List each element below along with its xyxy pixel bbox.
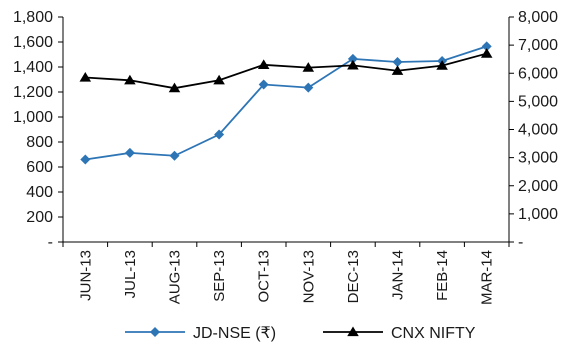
series-1-point [347,59,359,70]
x-tick-label: SEP-13 [211,250,228,302]
right-axis-ticks: - 1,000 2,000 3,000 4,000 5,000 6,000 7,000 8,00… [509,9,558,251]
left-tick-label: - [48,234,53,251]
right-tick-label: 7,000 [518,37,558,54]
x-tick-label: FEB-14 [434,250,451,301]
series-0-point [481,41,492,52]
legend-label-1: CNX NIFTY [391,325,476,342]
series-1-point [79,71,92,82]
left-tick-label: 800 [26,134,53,151]
right-tick-label: 3,000 [518,150,558,167]
series-0-point [303,82,314,93]
series-0-point [392,57,403,67]
x-tick-label: JUN-13 [77,250,94,301]
series-line-0 [85,45,487,161]
series-0-point [169,150,180,161]
left-tick-label: 1,200 [13,84,53,101]
left-tick-label: 1,400 [13,59,53,76]
left-tick-label: 200 [26,209,53,226]
right-tick-label: 8,000 [518,9,558,26]
left-tick-label: 1,600 [13,34,53,51]
right-tick-label: 1,000 [518,206,558,223]
right-tick-label: 2,000 [518,178,558,195]
right-tick-label: 6,000 [518,65,558,82]
series-0-point [214,129,225,140]
left-tick-label: 1,000 [13,109,53,126]
left-tick-label: 1,800 [13,9,53,26]
series-line-1 [85,52,487,90]
x-tick-label: NOV-13 [300,250,317,303]
x-tick-label: MAR-14 [479,250,496,305]
right-tick-label: 4,000 [518,122,558,139]
x-tick-label: JAN-14 [390,250,407,300]
left-tick-label: 600 [26,159,53,176]
x-tick-label: OCT-13 [256,250,273,303]
legend-marker-1 [347,326,359,337]
x-tick-label: JUL-13 [122,250,139,298]
x-axis-ticks: JUN-13 JUL-13 AUG-13 SEP-13 OCT-13 NOV-13 DEC-… [62,242,510,305]
series-0-point [347,53,358,64]
legend: JD-NSE (₹) CNX NIFTY [125,325,476,342]
series-1-point [391,65,404,75]
series-0-point [258,79,269,90]
series-0-point [124,147,135,158]
x-tick-label: DEC-13 [345,250,362,303]
series-0-point [80,154,91,165]
series-group [79,41,493,165]
series-1-point [302,62,315,72]
legend-marker-0 [150,327,160,337]
right-tick-label: 5,000 [518,93,558,110]
series-1-point [124,74,136,85]
x-tick-label: AUG-13 [167,250,184,304]
left-axis-ticks: - 200 400 600 800 1,000 1,200 1,400 1,600 1,800 [13,9,63,251]
series-1-point [213,74,225,85]
series-1-point [480,48,493,58]
series-1-point [436,60,448,70]
chart-axes [62,17,510,243]
series-1-point [257,59,270,69]
legend-label-0: JD-NSE (₹) [193,325,276,342]
left-tick-label: 400 [26,184,53,201]
series-1-point [168,82,181,93]
right-tick-label: - [518,234,523,251]
